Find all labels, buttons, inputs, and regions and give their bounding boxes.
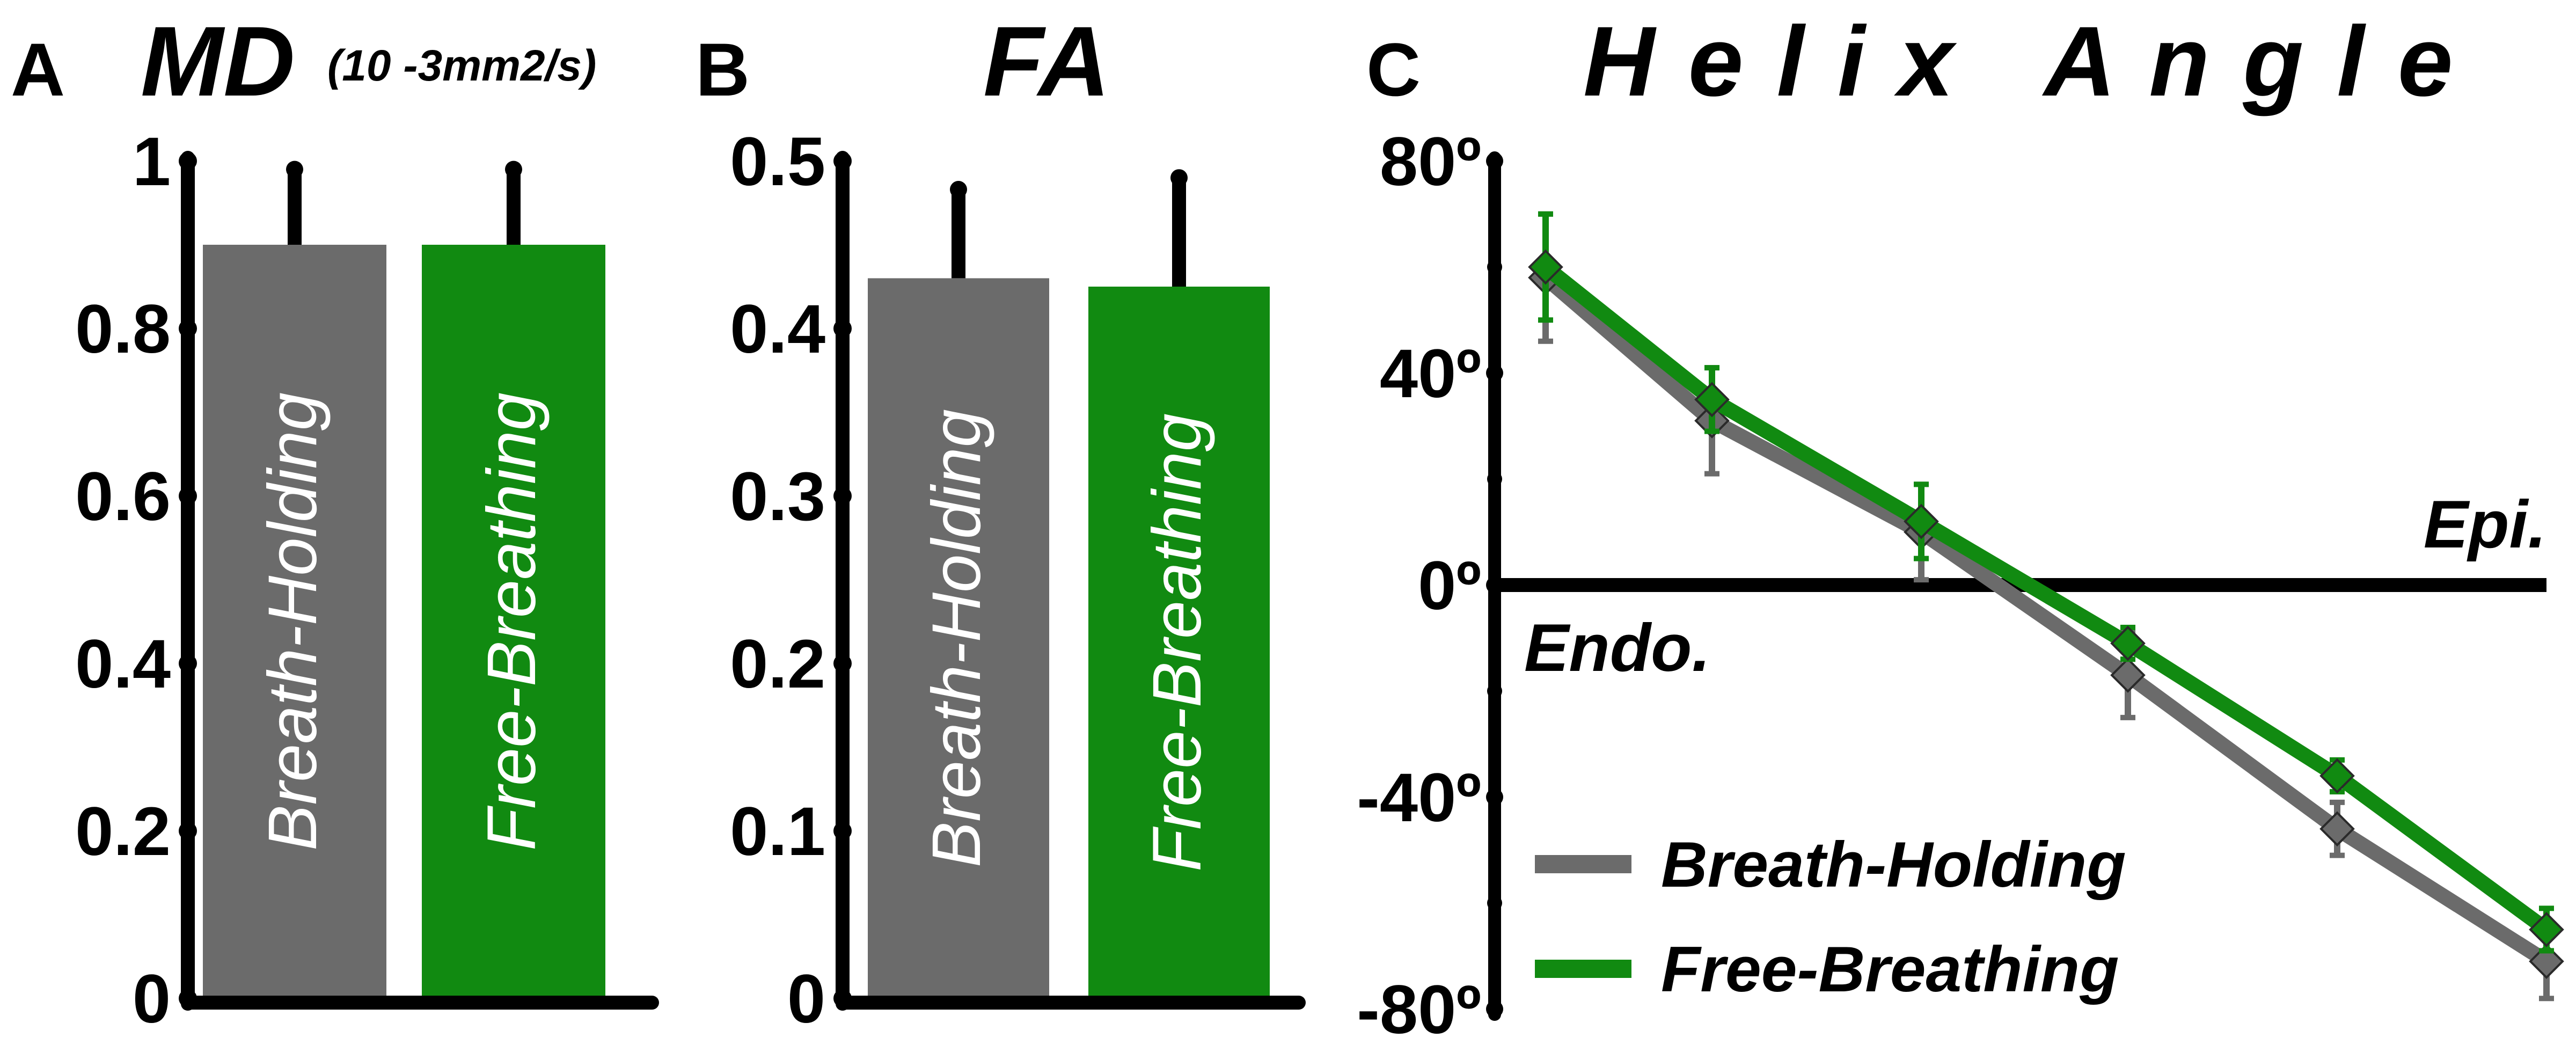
panel-a-title-units: (10 -3mm2/s)	[327, 41, 596, 90]
error-cap-free-breathing	[505, 160, 522, 178]
panel-a: A MD (10 -3mm2/s) Breath-Holding Free-Bre…	[11, 6, 659, 1038]
fa-bar-chart: Breath-Holding Free-Breathing 0 0.1 0.2 0.3 0.…	[730, 123, 1306, 1038]
y-tick-label: 0.2	[730, 626, 825, 703]
data-point-breath-holding	[2110, 658, 2146, 693]
panel-b-title: FA	[983, 6, 1110, 117]
y-tick-label: 0.8	[75, 291, 171, 368]
y-tick-label: 0.4	[730, 291, 825, 368]
data-point-free-breathing	[2319, 758, 2355, 794]
y-tick-label: 0.1	[730, 793, 825, 870]
legend-label-breath-holding: Breath-Holding	[1661, 829, 2126, 901]
data-point-free-breathing	[2529, 912, 2564, 947]
bar-label-free-breathing: Free-Breathing	[1139, 413, 1216, 872]
y-tick-label: 0.6	[75, 458, 171, 535]
y-tick-mark	[179, 152, 197, 170]
bar-label-breath-holding: Breath-Holding	[918, 409, 995, 867]
y-tick-mark	[179, 319, 197, 338]
data-point-free-breathing	[1904, 503, 1939, 539]
data-point-free-breathing	[2110, 625, 2146, 661]
y-tick-label: 0.2	[75, 793, 171, 870]
y-tick-label: -40º	[1357, 759, 1481, 836]
y-tick-label: 0.3	[730, 458, 825, 535]
epi-label: Epi.	[2424, 487, 2546, 562]
legend-label-free-breathing: Free-Breathing	[1661, 933, 2119, 1005]
y-tick-mark	[1486, 152, 1503, 170]
y-tick-mark	[833, 487, 852, 505]
y-minor-tick-mark	[1487, 683, 1502, 699]
bar-breath-holding	[868, 278, 1049, 998]
y-tick-mark	[833, 152, 852, 170]
bar-free-breathing	[422, 245, 605, 998]
bar-label-breath-holding: Breath-Holding	[254, 392, 331, 851]
error-cap-breath-holding	[950, 181, 967, 199]
y-minor-tick-mark	[1487, 895, 1502, 911]
panel-b-letter: B	[696, 27, 750, 112]
y-tick-mark	[179, 654, 197, 673]
y-tick-mark	[1486, 364, 1503, 382]
panel-b: B FA Breath-Holding Free-Breathing 0 0.1 0.2…	[696, 6, 1306, 1038]
panel-a-title: MD	[141, 6, 295, 117]
y-tick-mark	[1486, 1000, 1503, 1018]
y-tick-mark	[833, 654, 852, 673]
data-point-free-breathing	[1528, 249, 1563, 285]
y-tick-label: 0º	[1418, 547, 1481, 624]
error-cap-free-breathing	[1170, 169, 1188, 187]
y-tick-mark	[179, 487, 197, 505]
y-tick-label: 40º	[1380, 335, 1481, 412]
y-tick-label: 0.4	[75, 626, 171, 703]
series-line-free-breathing	[1541, 261, 2551, 936]
panel-c-letter: C	[1366, 27, 1421, 112]
bar-label-free-breathing: Free-Breathing	[473, 392, 550, 851]
y-tick-mark	[833, 822, 852, 840]
y-tick-mark	[1486, 788, 1503, 806]
y-tick-label: 0	[133, 961, 171, 1038]
y-tick-label: 1	[133, 123, 171, 200]
bar-free-breathing	[1088, 287, 1270, 998]
data-point-free-breathing	[1694, 382, 1730, 418]
bar-breath-holding	[203, 245, 386, 998]
y-tick-mark	[179, 822, 197, 840]
y-tick-label: -80º	[1357, 971, 1481, 1048]
panel-a-letter: A	[11, 27, 65, 112]
panel-c: C Helix Angle -80º -40º 0º 40º 80º Breath-Hol…	[1357, 6, 2564, 1048]
series-line-breath-holding	[1540, 272, 2551, 968]
y-tick-label: 0	[787, 961, 825, 1038]
md-bar-chart: Breath-Holding Free-Breathing 0 0.2 0.4 0.6 0.…	[75, 123, 659, 1038]
panel-c-title: Helix Angle	[1583, 6, 2486, 117]
y-tick-mark	[179, 989, 197, 1007]
y-tick-mark	[1486, 576, 1503, 594]
y-tick-mark	[833, 319, 852, 338]
helix-angle-line-chart: -80º -40º 0º 40º 80º Breath-Holding Free-Breat…	[1357, 123, 2564, 1048]
y-tick-label: 80º	[1380, 123, 1481, 200]
y-minor-tick-mark	[1487, 471, 1502, 487]
error-cap-breath-holding	[286, 160, 303, 178]
y-tick-label: 0.5	[730, 123, 825, 200]
data-point-breath-holding	[2319, 811, 2355, 847]
y-tick-mark	[833, 989, 852, 1007]
y-minor-tick-mark	[1487, 259, 1502, 275]
endo-label: Endo.	[1524, 611, 1710, 685]
data-point-breath-holding	[2529, 944, 2564, 979]
